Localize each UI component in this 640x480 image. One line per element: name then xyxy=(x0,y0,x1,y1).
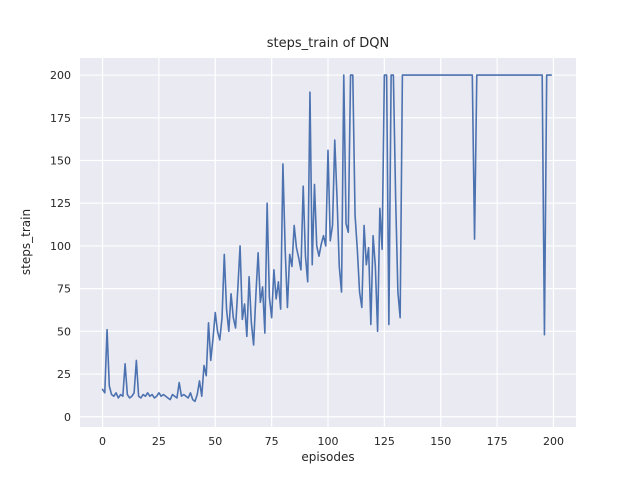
y-tick-label: 150 xyxy=(50,155,71,168)
x-tick-label: 100 xyxy=(318,435,339,448)
y-tick-label: 25 xyxy=(57,368,71,381)
steps-train-line xyxy=(101,74,553,403)
x-tick-label: 0 xyxy=(99,435,106,448)
x-axis-label: episodes xyxy=(301,450,355,464)
y-tick-label: 50 xyxy=(57,325,71,338)
x-tick-label: 200 xyxy=(543,435,564,448)
y-tick-label: 175 xyxy=(50,112,71,125)
chart-title: steps_train of DQN xyxy=(266,36,390,51)
x-tick-label: 175 xyxy=(487,435,508,448)
y-axis-label: steps_train xyxy=(19,208,33,276)
y-tick-label: 0 xyxy=(64,411,71,424)
x-tick-label: 75 xyxy=(265,435,279,448)
x-tick-label: 25 xyxy=(152,435,166,448)
x-tick-label: 50 xyxy=(208,435,222,448)
y-tick-label: 100 xyxy=(50,240,71,253)
x-tick-label: 150 xyxy=(430,435,451,448)
y-tick-label: 125 xyxy=(50,197,71,210)
y-tick-label: 75 xyxy=(57,283,71,296)
y-tick-label: 200 xyxy=(50,69,71,82)
x-tick-label: 125 xyxy=(374,435,395,448)
